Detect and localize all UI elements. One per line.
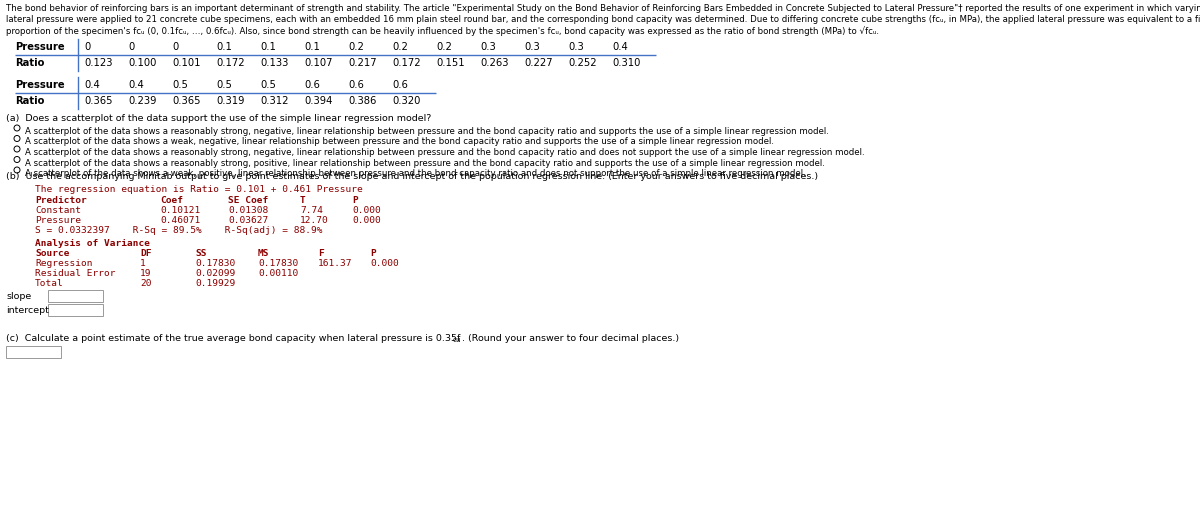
Text: Source: Source (35, 248, 70, 258)
Text: 0.17830: 0.17830 (258, 259, 299, 268)
Text: SS: SS (194, 248, 206, 258)
Text: 0.394: 0.394 (304, 96, 332, 106)
Text: Analysis of Variance: Analysis of Variance (35, 238, 150, 247)
Text: 0: 0 (128, 42, 134, 52)
Text: slope: slope (6, 291, 31, 300)
Text: cu: cu (454, 337, 462, 343)
Text: proportion of the specimen's fᴄᵤ (0, 0.1fᴄᵤ, …, 0.6fᴄᵤ). Also, since bond streng: proportion of the specimen's fᴄᵤ (0, 0.1… (6, 26, 878, 35)
Text: 0.312: 0.312 (260, 96, 288, 106)
Text: lateral pressure were applied to 21 concrete cube specimens, each with an embedd: lateral pressure were applied to 21 conc… (6, 15, 1200, 24)
Text: MS: MS (258, 248, 270, 258)
Text: 20: 20 (140, 278, 151, 287)
Text: 0.217: 0.217 (348, 58, 377, 68)
Text: 0.2: 0.2 (392, 42, 408, 52)
Text: A scatterplot of the data shows a weak, negative, linear relationship between pr: A scatterplot of the data shows a weak, … (25, 137, 774, 146)
Text: 0.320: 0.320 (392, 96, 420, 106)
Text: Residual Error: Residual Error (35, 269, 115, 277)
Text: Coef: Coef (160, 195, 182, 205)
Text: 0.000: 0.000 (352, 206, 380, 215)
Text: (c)  Calculate a point estimate of the true average bond capacity when lateral p: (c) Calculate a point estimate of the tr… (6, 333, 461, 342)
Text: 0.151: 0.151 (436, 58, 464, 68)
Text: A scatterplot of the data shows a weak, positive, linear relationship between pr: A scatterplot of the data shows a weak, … (25, 169, 805, 178)
Text: 0.000: 0.000 (370, 259, 398, 268)
Text: (b)  Use the accompanying Minitab output to give point estimates of the slope an: (b) Use the accompanying Minitab output … (6, 172, 818, 181)
Text: Pressure: Pressure (35, 216, 82, 225)
Text: 0.3: 0.3 (480, 42, 496, 52)
Text: P: P (370, 248, 376, 258)
Text: F: F (318, 248, 324, 258)
Text: 19: 19 (140, 269, 151, 277)
Text: 0.01308: 0.01308 (228, 206, 269, 215)
Text: 0: 0 (172, 42, 179, 52)
Text: . (Round your answer to four decimal places.): . (Round your answer to four decimal pla… (462, 333, 679, 342)
Text: A scatterplot of the data shows a reasonably strong, positive, linear relationsh: A scatterplot of the data shows a reason… (25, 158, 824, 167)
Text: 0.5: 0.5 (172, 80, 188, 90)
Text: 0: 0 (84, 42, 90, 52)
Text: (a)  Does a scatterplot of the data support the use of the simple linear regress: (a) Does a scatterplot of the data suppo… (6, 114, 431, 123)
Text: 0.2: 0.2 (436, 42, 452, 52)
Text: 0.263: 0.263 (480, 58, 509, 68)
Text: 0.00110: 0.00110 (258, 269, 299, 277)
Text: 0.6: 0.6 (392, 80, 408, 90)
Text: T: T (300, 195, 306, 205)
Text: 0.000: 0.000 (352, 216, 380, 225)
Text: 0.03627: 0.03627 (228, 216, 269, 225)
Text: 0.17830: 0.17830 (194, 259, 235, 268)
Text: 0.123: 0.123 (84, 58, 113, 68)
Text: 0.4: 0.4 (612, 42, 628, 52)
Text: SE Coef: SE Coef (228, 195, 269, 205)
Text: Regression: Regression (35, 259, 92, 268)
Text: 0.6: 0.6 (304, 80, 320, 90)
Text: 0.3: 0.3 (568, 42, 583, 52)
Text: 0.172: 0.172 (216, 58, 245, 68)
Text: 0.5: 0.5 (260, 80, 276, 90)
Text: 0.6: 0.6 (348, 80, 364, 90)
Text: 0.101: 0.101 (172, 58, 200, 68)
Text: A scatterplot of the data shows a reasonably strong, negative, linear relationsh: A scatterplot of the data shows a reason… (25, 127, 829, 136)
Text: 0.172: 0.172 (392, 58, 421, 68)
Text: 0.365: 0.365 (84, 96, 113, 106)
Text: Constant: Constant (35, 206, 82, 215)
Text: 0.2: 0.2 (348, 42, 364, 52)
Text: 0.1: 0.1 (304, 42, 320, 52)
Text: 0.10121: 0.10121 (160, 206, 200, 215)
Text: Ratio: Ratio (14, 58, 44, 68)
Text: 0.310: 0.310 (612, 58, 641, 68)
Text: 0.227: 0.227 (524, 58, 553, 68)
Text: P: P (352, 195, 358, 205)
Text: 0.319: 0.319 (216, 96, 245, 106)
Text: S = 0.0332397    R-Sq = 89.5%    R-Sq(adj) = 88.9%: S = 0.0332397 R-Sq = 89.5% R-Sq(adj) = 8… (35, 226, 323, 234)
Text: Ratio: Ratio (14, 96, 44, 106)
Text: The bond behavior of reinforcing bars is an important determinant of strength an: The bond behavior of reinforcing bars is… (6, 4, 1200, 13)
Text: 1: 1 (140, 259, 145, 268)
Text: 0.365: 0.365 (172, 96, 200, 106)
Text: 161.37: 161.37 (318, 259, 353, 268)
Text: 0.46071: 0.46071 (160, 216, 200, 225)
Text: 0.252: 0.252 (568, 58, 596, 68)
Text: Pressure: Pressure (14, 42, 65, 52)
Text: 0.1: 0.1 (260, 42, 276, 52)
Text: 0.5: 0.5 (216, 80, 232, 90)
Text: DF: DF (140, 248, 151, 258)
Text: Total: Total (35, 278, 64, 287)
Text: 0.02099: 0.02099 (194, 269, 235, 277)
Text: intercept: intercept (6, 306, 49, 315)
Text: 0.3: 0.3 (524, 42, 540, 52)
Text: 0.133: 0.133 (260, 58, 288, 68)
Text: 0.239: 0.239 (128, 96, 156, 106)
Text: 0.19929: 0.19929 (194, 278, 235, 287)
Text: 0.4: 0.4 (128, 80, 144, 90)
Text: 0.1: 0.1 (216, 42, 232, 52)
Text: 0.4: 0.4 (84, 80, 100, 90)
Text: 12.70: 12.70 (300, 216, 329, 225)
Text: 7.74: 7.74 (300, 206, 323, 215)
Text: 0.107: 0.107 (304, 58, 332, 68)
Text: Predictor: Predictor (35, 195, 86, 205)
Text: 0.386: 0.386 (348, 96, 377, 106)
Text: Pressure: Pressure (14, 80, 65, 90)
Text: The regression equation is Ratio = 0.101 + 0.461 Pressure: The regression equation is Ratio = 0.101… (35, 185, 362, 193)
Text: A scatterplot of the data shows a reasonably strong, negative, linear relationsh: A scatterplot of the data shows a reason… (25, 147, 865, 157)
Text: 0.100: 0.100 (128, 58, 156, 68)
